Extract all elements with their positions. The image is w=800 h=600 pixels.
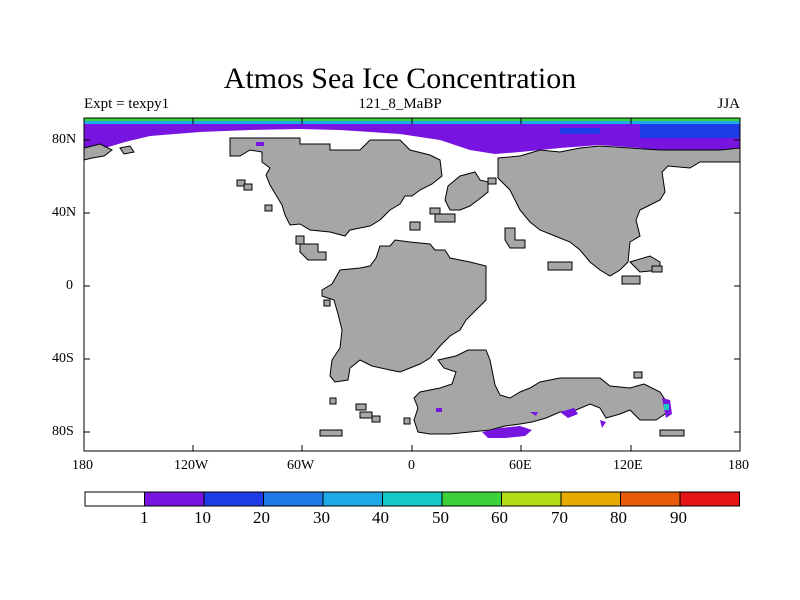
colorbar	[84, 491, 740, 507]
colorbar-box	[501, 491, 562, 507]
colorbar-label: 50	[432, 508, 449, 527]
colorbar-box	[144, 491, 205, 507]
left-string: Expt = texpy1	[84, 96, 170, 112]
colorbar-label: 70	[551, 508, 568, 527]
right-string: JJA	[717, 96, 740, 112]
y-tick-label: 80N	[52, 132, 77, 147]
colorbar-label: 40	[372, 508, 389, 527]
southern-ice-cyan-patch	[664, 404, 669, 410]
plot-title: Atmos Sea Ice Concentration	[223, 62, 577, 95]
colorbar-box	[620, 491, 681, 507]
x-tick-label: 180	[72, 458, 93, 473]
colorbar-box	[679, 491, 740, 507]
colorbar-label: 1	[140, 508, 149, 527]
x-tick-label: 120E	[613, 458, 643, 473]
x-tick-label: 60W	[287, 458, 315, 473]
center-string: 121_8_MaBP	[358, 96, 442, 112]
x-tick-label: 0	[408, 458, 415, 473]
arctic-sea-ice	[84, 124, 740, 160]
colorbar-label: 20	[253, 508, 270, 527]
y-tick-label: 0	[66, 278, 73, 293]
x-tick-label: 180	[728, 458, 749, 473]
colorbar-box	[203, 491, 264, 507]
colorbar-box	[441, 491, 502, 507]
y-tick-label: 80S	[52, 424, 74, 439]
colorbar-box	[322, 491, 383, 507]
colorbar-box	[382, 491, 443, 507]
colorbar-box	[263, 491, 324, 507]
y-tick-label: 40N	[52, 205, 77, 220]
colorbar-label: 80	[610, 508, 627, 527]
colorbar-box	[560, 491, 621, 507]
land-masses	[83, 137, 741, 437]
colorbar-label: 90	[670, 508, 687, 527]
colorbar-label: 60	[491, 508, 508, 527]
x-axis-ticks	[83, 118, 741, 451]
colorbar-box	[84, 491, 145, 507]
x-tick-label: 60E	[509, 458, 532, 473]
colorbar-label: 10	[194, 508, 211, 527]
y-axis-ticks	[84, 139, 740, 433]
colorbar-label: 30	[313, 508, 330, 527]
x-tick-label: 120W	[174, 458, 209, 473]
y-tick-label: 40S	[52, 351, 74, 366]
